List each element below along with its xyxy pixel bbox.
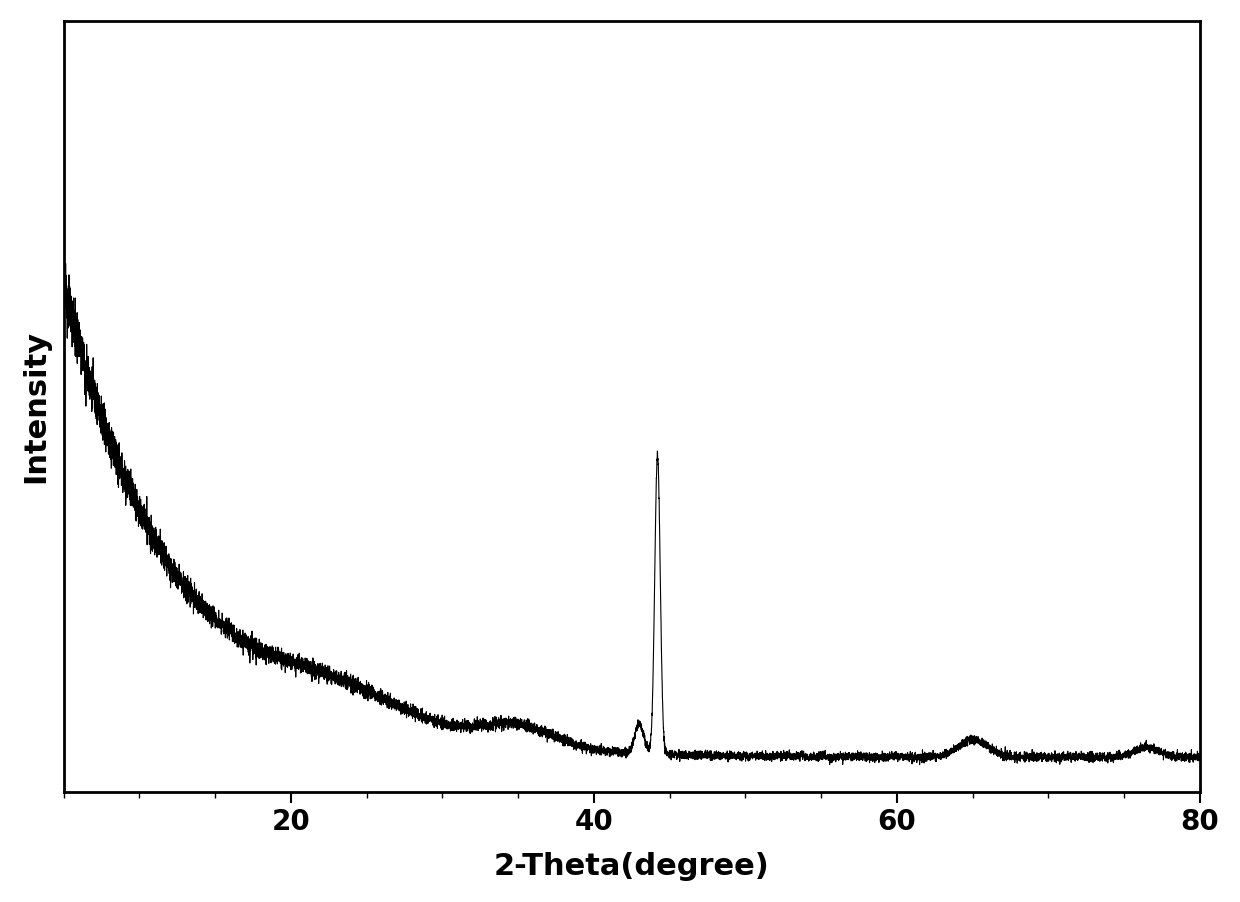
Y-axis label: Intensity: Intensity (21, 329, 50, 483)
X-axis label: 2-Theta(degree): 2-Theta(degree) (494, 852, 770, 881)
